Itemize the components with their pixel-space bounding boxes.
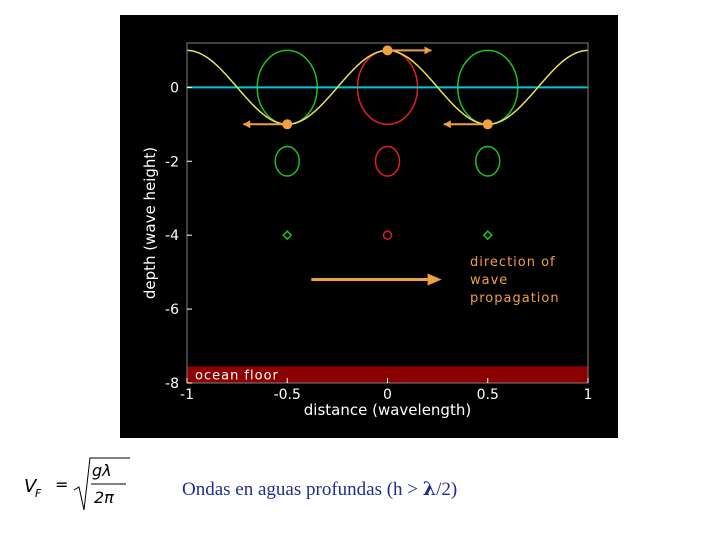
x-tick-label-1: -0.5 — [274, 387, 301, 403]
y-tick-label-3: -6 — [165, 302, 179, 318]
orbit-5 — [475, 145, 501, 177]
y-tick-label-2: -4 — [165, 228, 179, 244]
orbit-small-7 — [382, 230, 393, 240]
caption: Ondas en aguas profundas (h > λ/2) — [182, 478, 457, 501]
y-tick-label-0: 0 — [170, 80, 179, 96]
caption-text: Ondas en aguas profundas (h > — [182, 479, 423, 500]
y-tick-label-1: -2 — [165, 154, 179, 170]
ocean-floor-label: ocean floor — [195, 368, 279, 383]
particle-2 — [482, 119, 493, 130]
velocity-arrowhead-0 — [243, 120, 251, 129]
formula-lhs: V — [24, 476, 38, 497]
direction-text-line-2: propagation — [470, 291, 560, 306]
formula-numerator: gλ — [92, 461, 112, 480]
particle-group — [243, 45, 493, 130]
x-tick-label-2: 0 — [383, 387, 392, 403]
orbit-4 — [374, 145, 401, 177]
formula-equals: = — [55, 475, 68, 494]
formula-svg: V F = gλ 2π — [24, 457, 130, 511]
axis-group: -1 -0.5 0 0.5 1 0 -2 -4 -6 -8 distance (wavelength… — [141, 42, 593, 419]
velocity-arrowhead-2 — [443, 120, 451, 129]
y-axis-label: depth (wave height) — [141, 147, 159, 299]
x-tick-label-0: -1 — [180, 387, 194, 403]
formula-subscript: F — [35, 487, 42, 500]
orbit-small-6 — [282, 230, 293, 241]
x-tick-label-4: 1 — [584, 387, 593, 403]
propagation-arrowhead — [427, 273, 442, 286]
direction-group: direction of wave propagation — [311, 255, 559, 306]
x-axis-label: distance (wavelength) — [304, 401, 471, 419]
wave-orbit-figure: ocean floor -1 -0.5 0 0.5 1 0 -2 -4 -6 -8 distance… — [120, 15, 618, 438]
formula-denominator: 2π — [94, 488, 114, 507]
wave-orbit-diagram: ocean floor -1 -0.5 0 0.5 1 0 -2 -4 -6 -8 distance… — [141, 42, 593, 419]
sqrt-sign — [73, 457, 130, 511]
velocity-arrowhead-1 — [424, 46, 432, 55]
y-tick-label-4: -8 — [165, 376, 179, 392]
velocity-formula: V F = gλ 2π — [22, 452, 132, 514]
particle-0 — [282, 119, 293, 130]
orbit-3 — [274, 145, 300, 177]
caption-lambda: λ — [422, 478, 437, 500]
particle-1 — [382, 45, 393, 56]
plot-area — [187, 43, 588, 383]
direction-text-line-1: wave — [470, 273, 508, 288]
caption-suffix: /2) — [436, 479, 458, 500]
x-tick-label-3: 0.5 — [477, 387, 499, 403]
direction-text-line-0: direction of — [470, 255, 556, 270]
orbit-small-8 — [482, 230, 493, 241]
